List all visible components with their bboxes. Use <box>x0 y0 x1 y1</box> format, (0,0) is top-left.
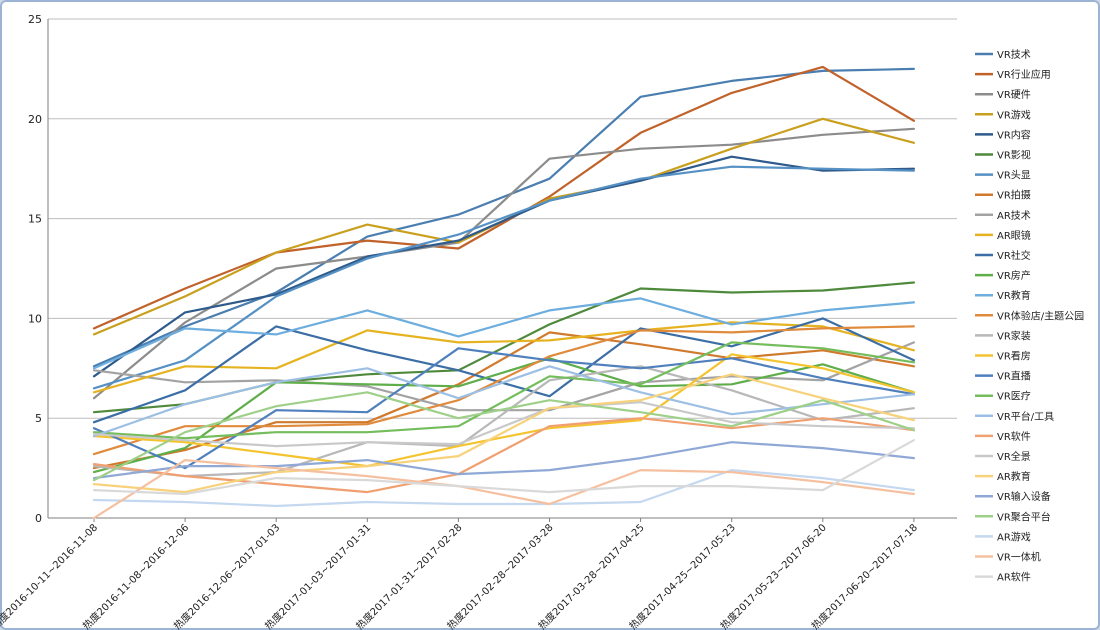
series-line-24 <box>92 391 916 482</box>
y-tick-label: 0 <box>35 512 42 525</box>
x-tick-label: 热度2016-11-08~2016-12-06 <box>80 521 191 630</box>
legend-label: VR内容 <box>997 128 1031 141</box>
x-tick-label: 热度2017-01-03~2017-01-31 <box>262 521 373 630</box>
y-tick-label: 25 <box>28 13 42 26</box>
series-line-27 <box>92 439 916 496</box>
y-tick-label: 10 <box>28 312 42 325</box>
series-line-17 <box>92 347 916 470</box>
legend-label: AR软件 <box>997 571 1031 584</box>
legend-label: VR教育 <box>997 289 1031 302</box>
legend-label: VR房产 <box>997 269 1031 282</box>
legend-label: VR聚合平台 <box>997 510 1051 523</box>
x-tick-label: 热度2016-10-11~2016-11-08 <box>0 521 100 630</box>
series-line-23 <box>92 441 916 480</box>
series-line-26 <box>92 459 916 520</box>
series-line-3 <box>92 127 916 400</box>
legend-label: AR技术 <box>997 209 1031 222</box>
series-line-25 <box>92 469 916 508</box>
legend-label: VR平台/工具 <box>997 410 1054 423</box>
y-tick-label: 5 <box>35 412 42 425</box>
legend-label: VR影视 <box>997 149 1031 162</box>
series-lines <box>92 65 916 520</box>
axes <box>47 19 957 522</box>
series-line-4 <box>92 117 916 336</box>
legend-label: VR家装 <box>997 329 1031 342</box>
legend-label: VR看房 <box>997 350 1031 363</box>
series-line-18 <box>92 341 916 440</box>
x-tick-label: 热度2017-01-31~2017-02-28 <box>353 521 464 630</box>
series-line-19 <box>92 365 916 438</box>
series-line-15 <box>92 365 916 478</box>
x-tick-label: 热度2017-03-28~2017-04-25 <box>535 521 646 630</box>
legend: VR技术 VR行业应用 VR硬件 VR游戏 VR内容 VR影视 VR头显 VR拍摄 AR技术 AR… <box>975 48 1084 584</box>
x-tick-label: 热度2016-12-06~2017-01-03 <box>171 521 282 630</box>
series-line-12 <box>92 357 916 474</box>
series-line-13 <box>92 297 916 370</box>
series-line-5 <box>92 155 916 378</box>
legend-label: VR拍摄 <box>997 189 1031 202</box>
series-line-22 <box>92 373 916 494</box>
legend-label: VR全景 <box>997 450 1031 463</box>
legend-label: VR硬件 <box>997 89 1031 101</box>
legend-label: VR行业应用 <box>997 68 1051 81</box>
x-tick-label: 热度2017-06-20~2017-07-18 <box>809 521 920 630</box>
series-line-2 <box>92 65 916 330</box>
series-line-10 <box>92 321 916 394</box>
x-tick-labels: 热度2016-10-11~2016-11-08热度2016-11-08~2016… <box>0 521 920 630</box>
x-tick-label: 热度2017-04-25~2017-05-23 <box>626 521 737 630</box>
series-line-14 <box>92 325 916 456</box>
legend-label: VR社交 <box>997 249 1031 262</box>
legend-label: AR教育 <box>997 470 1031 483</box>
series-line-6 <box>92 281 916 414</box>
series-line-7 <box>92 165 916 390</box>
legend-label: VR医疗 <box>997 390 1031 403</box>
y-tick-label: 15 <box>28 213 42 226</box>
legend-label: VR一体机 <box>997 551 1041 564</box>
y-tick-label: 20 <box>28 113 42 126</box>
legend-label: VR输入设备 <box>997 490 1051 503</box>
legend-label: VR头显 <box>997 170 1031 182</box>
series-line-16 <box>92 353 916 468</box>
y-tick-labels: 0 5 10 15 20 25 <box>28 13 42 525</box>
legend-label: VR技术 <box>997 48 1031 61</box>
x-tick-label: 热度2017-05-23~2017-06-20 <box>717 521 828 630</box>
series-line-1 <box>92 67 916 368</box>
series-line-21 <box>92 401 916 448</box>
legend-label: VR软件 <box>997 430 1031 443</box>
series-line-20 <box>92 417 916 494</box>
legend-label: AR眼镜 <box>997 229 1031 242</box>
legend-label: VR体验店/主题公园 <box>997 309 1084 322</box>
legend-label: AR游戏 <box>997 530 1031 543</box>
legend-label: VR直播 <box>997 370 1031 383</box>
legend-label: VR游戏 <box>997 108 1031 121</box>
x-tick-label: 热度2017-02-28~2017-03-28 <box>444 521 555 630</box>
